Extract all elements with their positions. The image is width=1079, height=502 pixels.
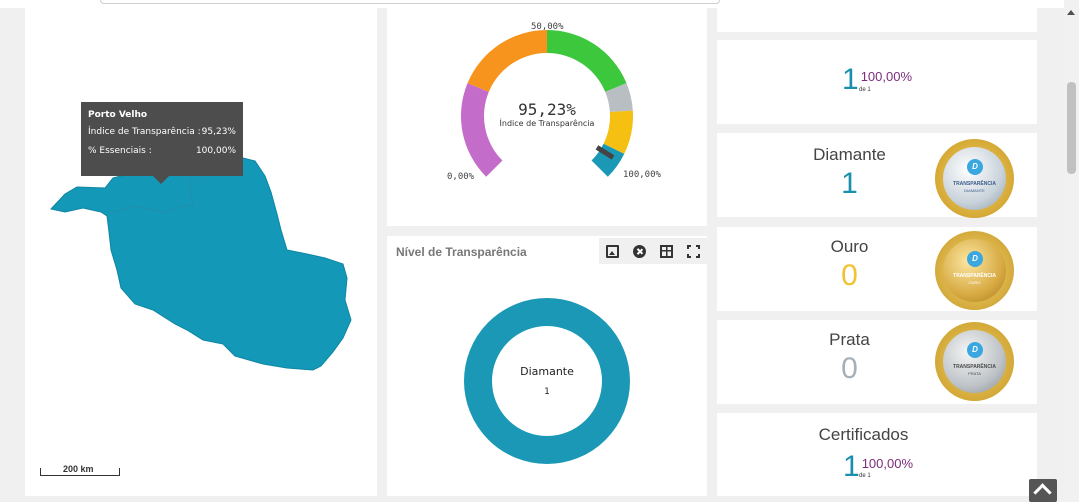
diamante-title: Diamante <box>813 145 886 164</box>
stat-card-total: 1 100,00% de 1 <box>717 40 1037 124</box>
map-municipality-border <box>112 171 202 213</box>
scale-label: 200 km <box>63 464 94 474</box>
diamante-count: 1 <box>841 167 858 200</box>
donut-center-category: Diamante <box>520 365 574 378</box>
tooltip-label: Índice de Transparência : <box>88 127 201 137</box>
medal-title: TRANSPARÊNCIA <box>953 181 996 187</box>
map-scale-bar: 200 km <box>40 464 120 476</box>
donut-slice-diamante[interactable] <box>464 298 630 464</box>
stat-card-certificados: Certificados 1 100,00% de 1 <box>717 413 1037 496</box>
fullscreen-icon[interactable] <box>687 244 700 258</box>
stat-card-diamante: Diamante 1 D TRANSPARÊNCIA DIAMANTE <box>717 133 1037 218</box>
map-panel: Porto Velho Índice de Transparência : 95… <box>25 8 377 496</box>
tooltip-value: 100,00% <box>195 146 236 156</box>
medal-logo-icon: D <box>967 251 983 267</box>
address-field[interactable] <box>100 0 720 4</box>
ouro-count: 0 <box>841 259 858 292</box>
gauge-min-label: 0,00% <box>447 172 475 182</box>
gauge-band-1 <box>467 29 547 92</box>
stat-card-top <box>717 8 1037 32</box>
certificados-percent-group: 1 100,00% <box>843 452 913 482</box>
gauge-max-label: 100,00% <box>623 170 661 180</box>
diamante-medal-icon: D TRANSPARÊNCIA DIAMANTE <box>935 139 1014 218</box>
scroll-up-icon[interactable] <box>1067 10 1075 15</box>
back-to-top-button[interactable] <box>1029 479 1057 502</box>
certificados-de: de 1 <box>859 473 871 479</box>
stat-card-prata: Prata 0 D TRANSPARÊNCIA PRATA <box>717 320 1037 404</box>
total-de: de 1 <box>859 87 871 93</box>
tooltip-arrow <box>153 176 169 184</box>
donut-title: Nível de Transparência <box>396 245 527 259</box>
total-percent-group: 1 100,00% <box>842 65 912 95</box>
map-region-rondonia <box>50 147 352 371</box>
medal-sub: OURO <box>968 280 981 285</box>
gauge-panel: 50,00% 0,00% 100,00% 95,23% Índice de Tr… <box>387 8 707 226</box>
certificados-count: 1 <box>843 450 860 483</box>
total-percent: 100,00% <box>860 69 913 84</box>
tooltip-label: % Essenciais : <box>88 146 152 156</box>
top-bar <box>0 0 1079 8</box>
prata-count: 0 <box>841 352 858 385</box>
medal-logo-icon: D <box>967 159 983 175</box>
prata-medal-icon: D TRANSPARÊNCIA PRATA <box>935 322 1014 401</box>
map-tooltip: Porto Velho Índice de Transparência : 95… <box>81 102 243 184</box>
gauge-band-3 <box>605 83 633 113</box>
gauge-chart[interactable] <box>387 8 707 226</box>
table-icon[interactable] <box>660 244 673 258</box>
medal-logo-icon: D <box>967 342 983 358</box>
gauge-band-0 <box>461 83 503 177</box>
gauge-band-4 <box>603 110 633 154</box>
tooltip-value: 95,23% <box>201 127 236 137</box>
gauge-value: 95,23% <box>518 100 576 119</box>
vertical-scrollbar[interactable] <box>1064 0 1079 502</box>
medal-sub: DIAMANTE <box>964 188 985 193</box>
medal-sub: PRATA <box>968 371 981 376</box>
gauge-needle <box>595 145 615 160</box>
medal-title: TRANSPARÊNCIA <box>953 273 996 279</box>
close-icon[interactable] <box>633 244 646 258</box>
tooltip-title: Porto Velho <box>88 110 148 120</box>
image-icon[interactable] <box>606 244 619 258</box>
gauge-sublabel: Índice de Transparência <box>499 119 595 128</box>
chart-toolbar <box>599 238 707 264</box>
total-count: 1 <box>842 63 859 96</box>
tooltip-row-indice: Índice de Transparência : 95,23% <box>88 127 236 137</box>
medal-title: TRANSPARÊNCIA <box>953 364 996 370</box>
prata-title: Prata <box>829 330 870 349</box>
donut-center-value: 1 <box>544 387 550 397</box>
tooltip-row-essenciais: % Essenciais : 100,00% <box>88 146 236 156</box>
certificados-percent: 100,00% <box>861 456 914 471</box>
stat-card-ouro: Ouro 0 D TRANSPARÊNCIA OURO <box>717 227 1037 311</box>
scroll-thumb[interactable] <box>1067 82 1076 174</box>
certificados-title: Certificados <box>818 425 909 444</box>
donut-panel: Nível de Transparência Diamante 1 <box>387 236 707 496</box>
state-map[interactable] <box>25 8 377 496</box>
ouro-title: Ouro <box>830 237 869 256</box>
gauge-mid-label: 50,00% <box>531 22 564 32</box>
gauge-band-2 <box>547 30 627 92</box>
ouro-medal-icon: D TRANSPARÊNCIA OURO <box>935 231 1014 310</box>
